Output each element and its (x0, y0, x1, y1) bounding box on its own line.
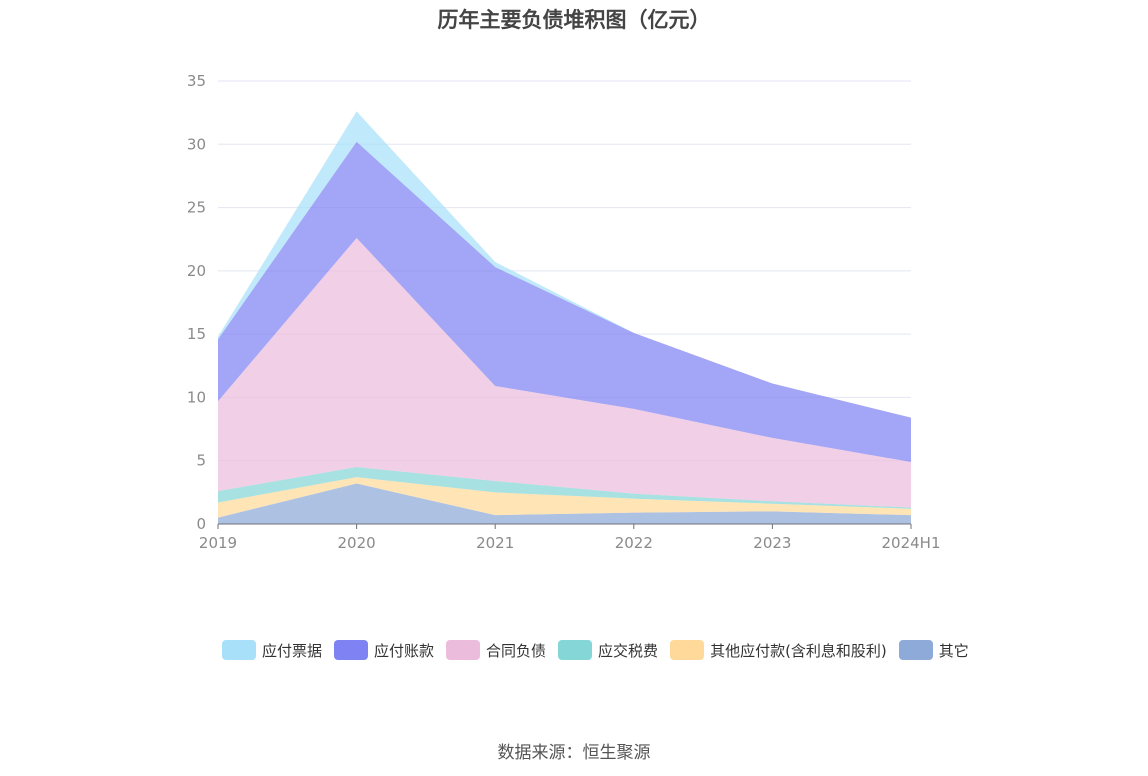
legend-item[interactable]: 其他应付款(含利息和股利) (670, 638, 887, 662)
area-series-合同负债 (218, 237, 911, 508)
chart-title: 历年主要负债堆积图（亿元） (437, 8, 711, 32)
x-tick-label: 2021 (476, 534, 514, 552)
legend-label: 应付账款 (374, 641, 435, 660)
y-tick-label: 30 (187, 135, 206, 153)
x-tick-label: 2023 (753, 534, 791, 552)
x-tick-label: 2019 (199, 534, 237, 552)
legend-label: 应交税费 (598, 641, 659, 660)
y-tick-label: 0 (196, 515, 206, 533)
legend-swatch (334, 640, 369, 660)
legend-swatch (898, 640, 933, 660)
legend-item[interactable]: 应付账款 (334, 638, 434, 662)
data-source-note: 数据来源：恒生聚源 (497, 743, 651, 763)
area-series (218, 111, 911, 524)
x-tick-label: 2022 (615, 534, 653, 552)
legend-label: 其他应付款(含利息和股利) (710, 641, 887, 660)
x-tick-label: 2024H1 (882, 534, 941, 552)
legend-swatch (558, 640, 593, 660)
y-tick-label: 5 (196, 452, 206, 470)
legend-item[interactable]: 合同负债 (446, 638, 546, 662)
legend-swatch (222, 640, 256, 660)
x-tick-label: 2020 (338, 534, 376, 552)
legend: 应付票据 应付账款 合同负债 应交税费 其他应付款(含利息和股利) 其它 (222, 638, 982, 672)
legend-item[interactable]: 应付票据 (222, 638, 322, 662)
legend-swatch (446, 640, 481, 660)
y-tick-label: 10 (187, 388, 206, 406)
y-tick-label: 25 (187, 199, 206, 217)
y-tick-label: 20 (187, 262, 206, 280)
legend-label: 其它 (938, 641, 969, 660)
y-tick-label: 35 (187, 72, 206, 90)
area-series-应交税费 (218, 467, 911, 509)
area-series-其他应付款(含利息和股利) (218, 477, 911, 518)
y-tick-label: 15 (187, 325, 206, 343)
stacked-area-chart: 0 5 10 15 20 25 30 35 2019 2020 2021 2022 2023 2024H… (187, 72, 941, 552)
legend-label: 应付票据 (262, 641, 323, 660)
area-series-应付账款 (218, 141, 911, 462)
axes: 2019 2020 2021 2022 2023 2024H1 (199, 523, 941, 552)
area-series-其它 (218, 483, 911, 524)
legend-label: 合同负债 (486, 641, 547, 660)
legend-item[interactable]: 其它 (898, 638, 969, 662)
legend-swatch (670, 640, 705, 660)
legend-item[interactable]: 应交税费 (558, 638, 658, 662)
